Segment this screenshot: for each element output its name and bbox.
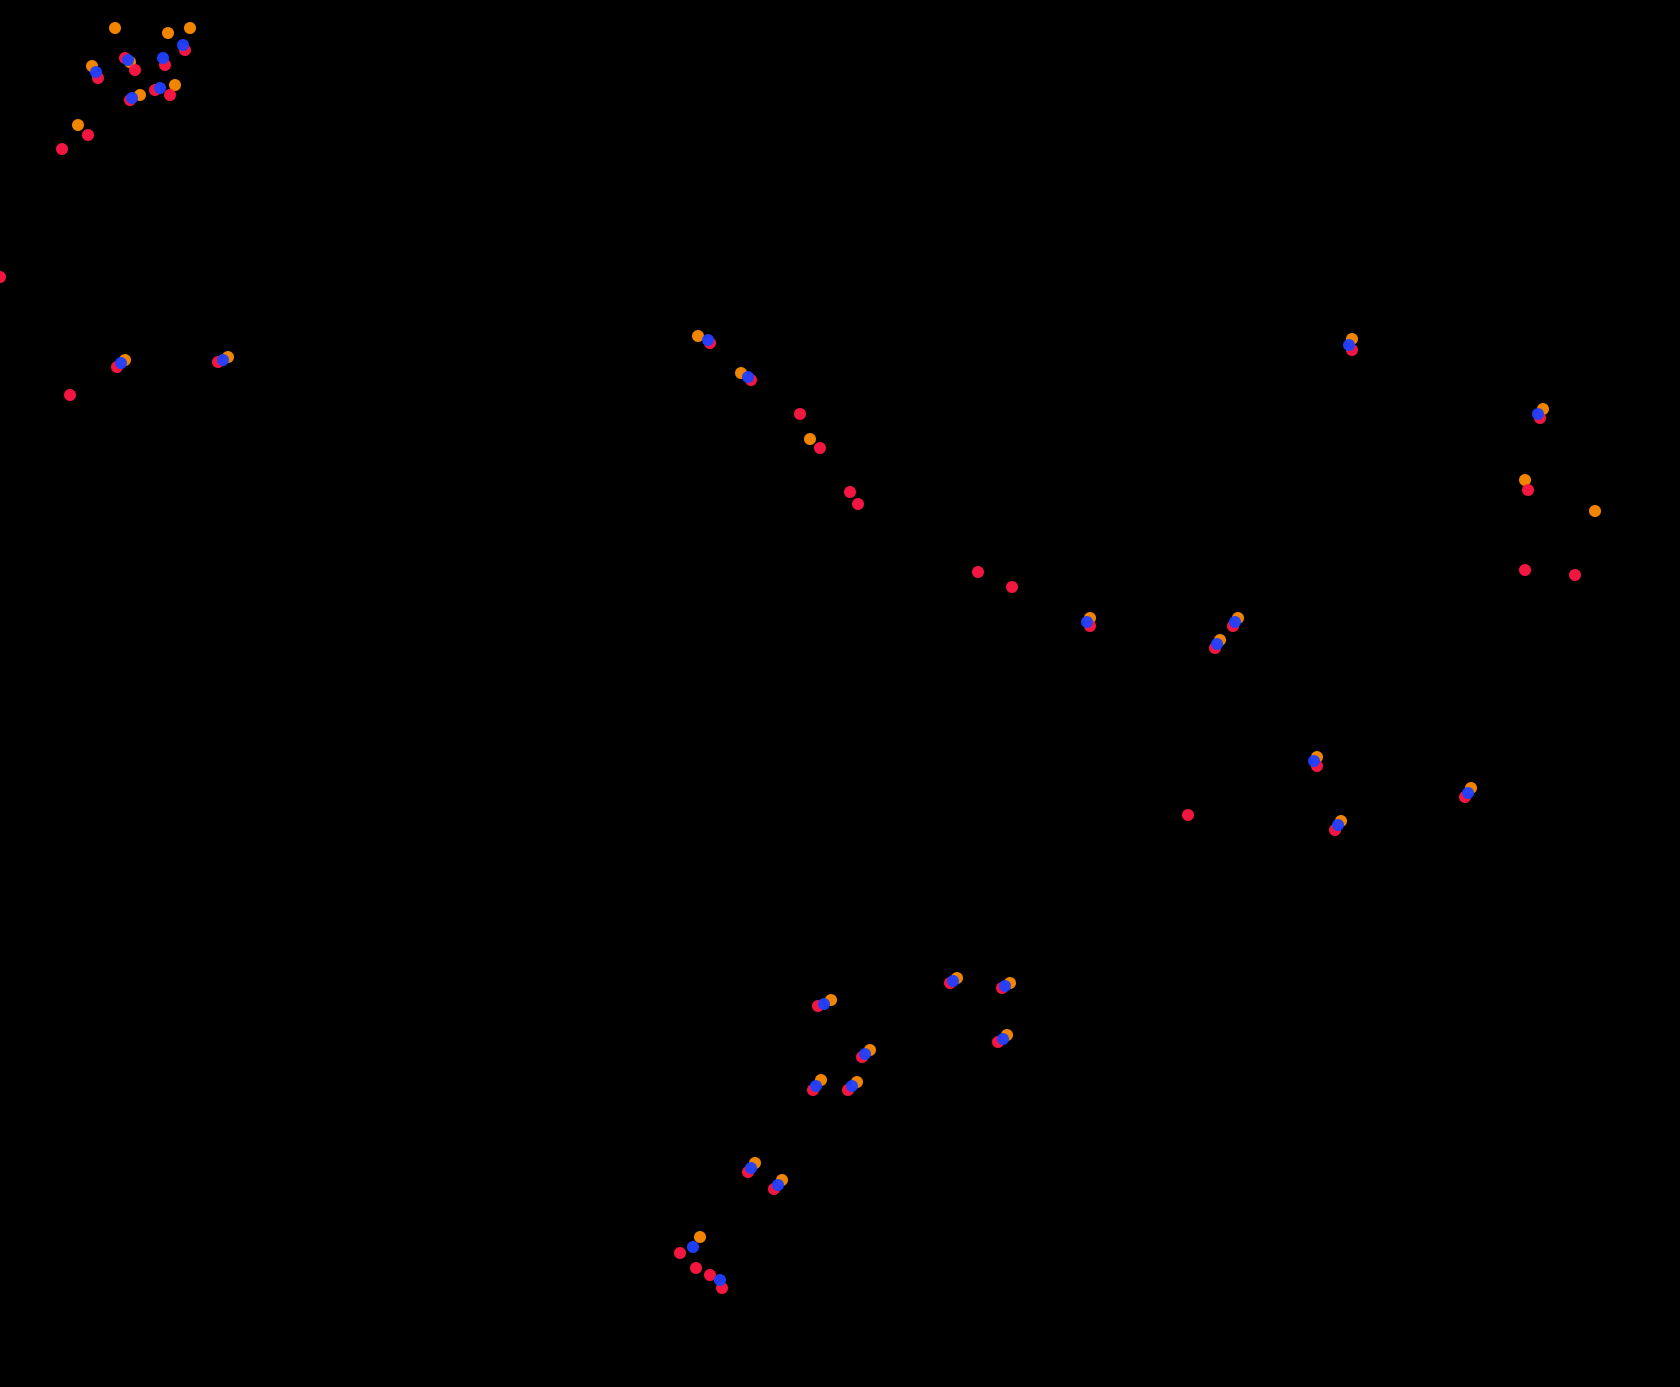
scatter-chart	[0, 0, 1680, 1387]
data-point	[90, 66, 102, 78]
data-point	[1211, 638, 1223, 650]
data-point	[1229, 616, 1241, 628]
data-point	[154, 82, 166, 94]
data-point	[745, 1162, 757, 1174]
data-point	[122, 54, 134, 66]
data-point	[64, 389, 76, 401]
data-point	[217, 354, 229, 366]
data-point	[674, 1247, 686, 1259]
data-point	[126, 92, 138, 104]
data-point	[162, 27, 174, 39]
data-point	[1522, 484, 1534, 496]
data-point	[109, 22, 121, 34]
data-point	[772, 1179, 784, 1191]
data-point	[1343, 339, 1355, 351]
data-point	[702, 334, 714, 346]
data-point	[1081, 616, 1093, 628]
data-point	[687, 1241, 699, 1253]
chart-background	[0, 0, 1680, 1387]
data-point	[852, 498, 864, 510]
data-point	[804, 433, 816, 445]
data-point	[794, 408, 806, 420]
data-point	[129, 64, 141, 76]
data-point	[999, 980, 1011, 992]
data-point	[714, 1274, 726, 1286]
data-point	[818, 998, 830, 1010]
data-point	[164, 89, 176, 101]
data-point	[1532, 408, 1544, 420]
data-point	[1519, 564, 1531, 576]
data-point	[157, 52, 169, 64]
data-point	[947, 975, 959, 987]
data-point	[1308, 755, 1320, 767]
data-point	[810, 1080, 822, 1092]
data-point	[972, 566, 984, 578]
data-point	[1462, 787, 1474, 799]
chart-canvas	[0, 0, 1680, 1387]
data-point	[742, 371, 754, 383]
data-point	[72, 119, 84, 131]
data-point	[1589, 505, 1601, 517]
data-point	[997, 1033, 1009, 1045]
data-point	[1569, 569, 1581, 581]
data-point	[846, 1080, 858, 1092]
data-point	[82, 129, 94, 141]
data-point	[56, 143, 68, 155]
data-point	[1006, 581, 1018, 593]
data-point	[694, 1231, 706, 1243]
data-point	[690, 1262, 702, 1274]
data-point	[814, 442, 826, 454]
data-point	[177, 39, 189, 51]
data-point	[1332, 819, 1344, 831]
data-point	[844, 486, 856, 498]
data-point	[1182, 809, 1194, 821]
data-point	[859, 1048, 871, 1060]
data-point	[184, 22, 196, 34]
data-point	[115, 357, 127, 369]
